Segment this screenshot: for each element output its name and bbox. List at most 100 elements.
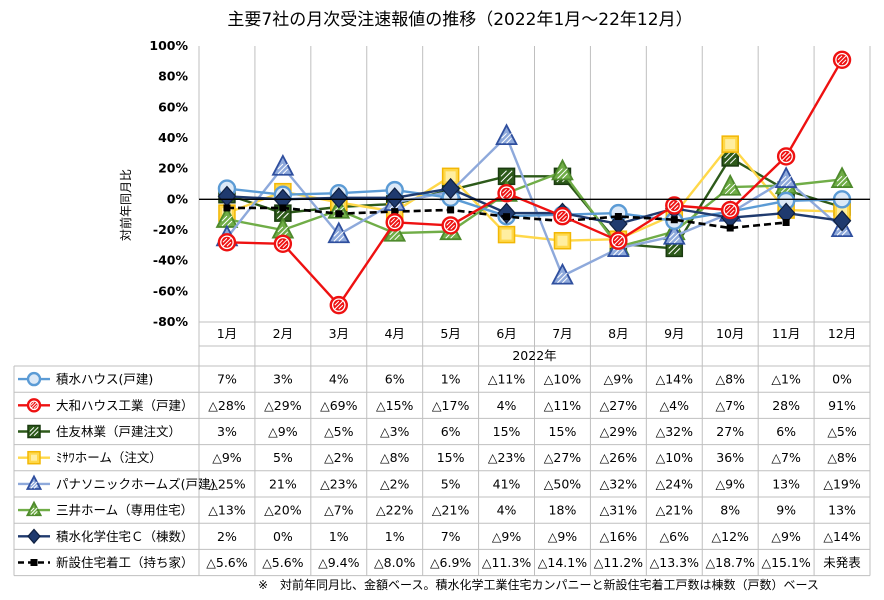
marker-hatch — [618, 240, 623, 246]
legend-label: 新設住宅着工（持ち家） — [56, 555, 194, 570]
grid-and-table-lines — [13, 46, 871, 577]
marker-hatch — [729, 188, 736, 195]
marker-hatch — [221, 215, 233, 227]
marker-hatch — [390, 217, 400, 227]
table-cell: △12% — [712, 529, 750, 544]
y-tick-label: 100% — [149, 38, 188, 53]
marker-hatch — [277, 226, 284, 233]
marker-hatch — [500, 170, 507, 177]
table-cell: △20% — [264, 503, 302, 518]
table-cell: △31% — [600, 503, 638, 518]
marker-hatch — [506, 192, 511, 198]
data-point — [447, 206, 455, 214]
series-line — [226, 187, 843, 226]
marker-hatch — [557, 168, 563, 174]
marker-hatch — [557, 272, 563, 279]
marker-hatch — [729, 209, 735, 215]
legend-label: 大和ハウス工業（戸建） — [56, 398, 194, 413]
marker-hatch — [837, 55, 847, 65]
plot-area — [215, 50, 854, 315]
marker-hatch — [837, 55, 843, 61]
marker-hatch — [334, 300, 344, 310]
data-point-inner — [31, 454, 37, 461]
table-cell: 5% — [441, 476, 461, 491]
table-cell: 3% — [273, 372, 293, 387]
table-cell: △5.6% — [206, 555, 247, 570]
data-point — [497, 202, 516, 224]
marker-hatch — [221, 215, 228, 222]
table-row: 大和ハウス工業（戸建） △28% △29% △69% △15% △17% 4% △11% △27… — [18, 398, 856, 413]
data-point — [25, 474, 43, 490]
data-point — [614, 213, 622, 221]
data-point — [385, 187, 405, 209]
marker-hatch — [725, 205, 735, 215]
table-cell: 1% — [385, 529, 405, 544]
table-cell: 36% — [716, 450, 744, 465]
table-cell: △27% — [544, 450, 582, 465]
legend-label: ﾐｻﾜホーム（注文） — [56, 450, 162, 465]
table-cell: △4% — [660, 398, 690, 413]
table-cell: △7% — [324, 503, 354, 518]
table-cell: △10% — [656, 450, 694, 465]
table-cell: 未発表 — [823, 555, 861, 570]
table-cell: △11% — [544, 398, 582, 413]
table-cell: 7% — [441, 529, 461, 544]
table-cell: 18% — [549, 503, 577, 518]
marker-hatch — [724, 151, 731, 159]
marker-hatch — [278, 239, 288, 249]
table-cell: △21% — [656, 503, 694, 518]
table-cell: △9% — [268, 424, 298, 439]
table-cell: △27% — [600, 398, 638, 413]
y-tick-label: -40% — [153, 253, 189, 268]
data-point — [782, 218, 790, 226]
table-cell: 91% — [828, 398, 856, 413]
table-row: 三井ホーム（専用住宅） △13% △20% △7% △22% △21% 4% 18% △31% △… — [18, 500, 856, 518]
y-tick-label: 0% — [167, 191, 189, 206]
marker-hatch — [394, 234, 401, 241]
marker-hatch — [506, 137, 512, 144]
marker-hatch — [333, 231, 340, 237]
table-cell: △14.1% — [538, 555, 587, 570]
data-point-inner — [725, 139, 736, 150]
data-point — [27, 528, 41, 545]
legend-label: 住友林業（戸建注文） — [56, 424, 181, 439]
marker-hatch — [506, 175, 513, 183]
marker-hatch — [29, 426, 39, 437]
table-cell: 4% — [329, 372, 349, 387]
table-cell: △11.3% — [482, 555, 531, 570]
x-tick-label: 9月 — [664, 326, 684, 341]
series-line — [226, 187, 843, 222]
marker-hatch — [446, 221, 451, 226]
marker-hatch — [841, 229, 848, 236]
series-line — [226, 59, 844, 307]
table-cell: △15% — [376, 398, 414, 413]
table-cell: 7% — [217, 372, 237, 387]
marker-hatch — [724, 151, 737, 164]
marker-hatch — [614, 236, 619, 242]
marker-hatch — [780, 175, 792, 187]
data-point — [832, 210, 852, 232]
y-tick-label: -60% — [153, 283, 189, 298]
x-tick-label: 11月 — [772, 326, 800, 341]
marker-hatch — [282, 243, 288, 249]
table-cell: △24% — [656, 476, 694, 491]
legend-label: パナソニックホームズ(戸建) — [56, 476, 215, 491]
marker-hatch — [226, 241, 232, 247]
data-point — [774, 166, 798, 188]
table-cell: 27% — [716, 424, 744, 439]
legend-label: 三井ホーム（専用住宅） — [56, 503, 193, 518]
legend-label: 積水ハウス(戸建) — [56, 372, 153, 387]
table-cell: 15% — [549, 424, 577, 439]
marker-hatch — [226, 220, 233, 227]
data-point — [718, 173, 742, 196]
marker-hatch — [394, 221, 400, 227]
table-cell: △9% — [771, 529, 801, 544]
data-point-inner — [445, 171, 456, 182]
table-cell: 28% — [772, 398, 800, 413]
marker-hatch — [669, 201, 679, 210]
table-cell: 1% — [329, 529, 349, 544]
table-cell: △14% — [656, 372, 694, 387]
table-cell: △10% — [544, 372, 582, 387]
marker-hatch — [558, 211, 563, 217]
marker-hatch — [502, 188, 511, 198]
